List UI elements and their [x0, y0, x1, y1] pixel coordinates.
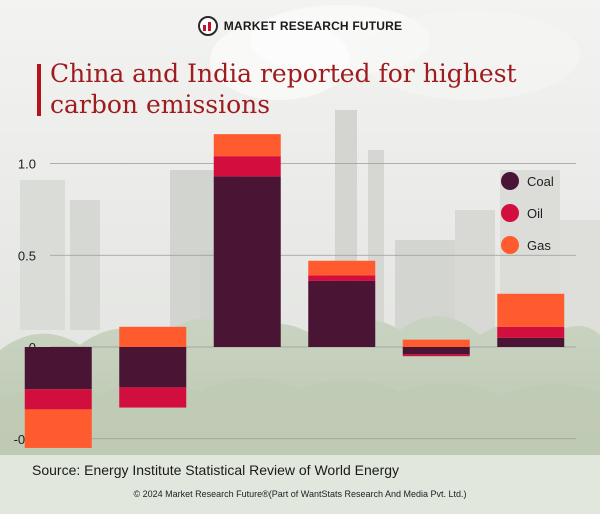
legend-swatch-gas: [501, 236, 519, 254]
bar-coal-3: [213, 176, 281, 347]
bar-gas-5: [402, 339, 470, 347]
bar-oil-2: [119, 387, 187, 408]
bar-coal-6: [497, 337, 565, 347]
bar-oil-4: [308, 275, 376, 281]
legend-label-coal: Coal: [527, 174, 554, 189]
legend: Coal Oil Gas: [501, 172, 554, 254]
bar-gas-4: [308, 260, 376, 276]
chart-title: China and India reported for highest car…: [50, 59, 517, 119]
legend-swatch-coal: [501, 172, 519, 190]
legend-label-oil: Oil: [527, 206, 543, 221]
bar-coal-5: [402, 347, 470, 355]
brand-name: MARKET RESEARCH FUTURE: [223, 19, 403, 33]
bar-coal-4: [308, 280, 376, 347]
bar-oil-3: [213, 156, 281, 177]
legend-swatch-oil: [501, 204, 519, 222]
bars: [24, 134, 565, 448]
legend-label-gas: Gas: [527, 238, 551, 253]
bar-oil-1: [24, 389, 92, 410]
bar-gas-6: [497, 293, 565, 327]
bar-coal-1: [24, 347, 92, 390]
bar-gas-2: [119, 326, 187, 347]
bar-coal-2: [119, 347, 187, 388]
bar-oil-5: [402, 354, 470, 357]
y-tick-label: 0.5: [18, 248, 36, 263]
bar-gas-3: [213, 134, 281, 157]
bar-gas-1: [24, 409, 92, 448]
copyright-note: © 2024 Market Research Future®(Part of W…: [133, 489, 467, 499]
source-note: Source: Energy Institute Statistical Rev…: [32, 462, 400, 478]
bar-oil-6: [497, 326, 565, 338]
brand-logo: MARKET RESEARCH FUTURE: [0, 16, 600, 36]
magnifier-chart-icon: [197, 16, 218, 36]
title-accent-bar: [37, 64, 41, 116]
y-tick-label: 1.0: [18, 157, 36, 172]
